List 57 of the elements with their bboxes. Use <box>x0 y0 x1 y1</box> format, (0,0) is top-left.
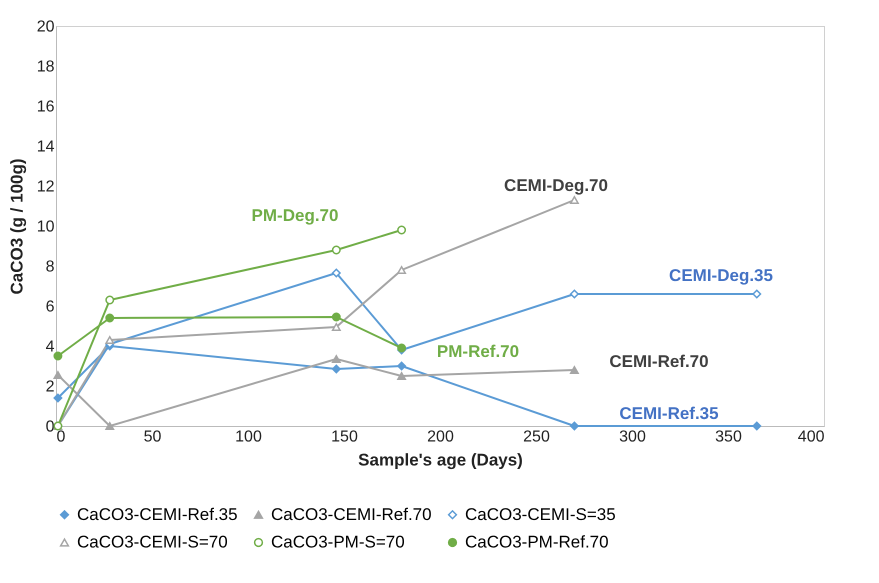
x-tick-label: 400 <box>798 428 825 446</box>
x-axis-title: Sample's age (Days) <box>358 450 523 470</box>
y-tick-label: 6 <box>46 298 55 316</box>
point <box>53 371 62 379</box>
legend-label: CaCO3-PM-S=70 <box>271 532 405 552</box>
point <box>105 296 114 304</box>
annotation: PM-Deg.70 <box>252 206 338 225</box>
legend-label: CaCO3-CEMI-Ref.35 <box>77 504 238 524</box>
legend-label: CaCO3-CEMI-S=35 <box>465 504 616 524</box>
legend-label: CaCO3-CEMI-Ref.70 <box>271 504 432 524</box>
annotation: CEMI-Deg.70 <box>504 176 608 195</box>
x-tick-label: 150 <box>331 428 358 446</box>
y-tick-label: 8 <box>46 258 55 276</box>
x-tick-label: 0 <box>56 428 66 446</box>
y-tick-label: 12 <box>36 178 55 196</box>
x-tick-label: 350 <box>715 428 742 446</box>
point <box>570 366 579 374</box>
point <box>332 355 341 363</box>
legend-label: CaCO3-PM-Ref.70 <box>465 532 609 552</box>
y-tick-label: 18 <box>36 58 55 76</box>
point <box>397 344 406 352</box>
point <box>397 362 406 370</box>
point <box>332 323 341 331</box>
annotation: CEMI-Ref.35 <box>619 404 719 423</box>
point <box>570 422 579 430</box>
point <box>570 290 579 298</box>
annotation: CEMI-Deg.35 <box>669 266 773 285</box>
point <box>397 372 406 380</box>
point <box>570 196 579 204</box>
y-tick-label: 14 <box>36 138 55 156</box>
y-tick-label: 16 <box>36 98 55 116</box>
x-tick-label: 200 <box>427 428 454 446</box>
point <box>53 352 62 360</box>
point <box>105 314 114 322</box>
y-tick-label: 2 <box>46 378 55 396</box>
x-tick-label: 100 <box>235 428 262 446</box>
y-tick-label: 10 <box>36 218 55 236</box>
point <box>105 336 114 344</box>
point <box>332 268 341 278</box>
point <box>332 364 341 374</box>
point <box>332 312 341 322</box>
annotation: CEMI-Ref.70 <box>609 352 709 371</box>
point <box>53 394 62 402</box>
x-tick-label: 300 <box>619 428 646 446</box>
point <box>397 266 406 274</box>
point <box>752 422 762 430</box>
point <box>332 246 341 254</box>
x-tick-label: 50 <box>144 428 162 446</box>
annotation: PM-Ref.70 <box>436 342 520 361</box>
point <box>752 290 762 298</box>
y-tick-label: 20 <box>36 18 55 36</box>
legend-label: CaCO3-CEMI-S=70 <box>77 532 228 552</box>
point <box>397 226 406 234</box>
y-axis-title: CaCO3 (g / 100g) <box>8 158 27 295</box>
x-tick-label: 250 <box>523 428 550 446</box>
y-tick-label: 4 <box>46 338 55 356</box>
point <box>105 422 114 430</box>
